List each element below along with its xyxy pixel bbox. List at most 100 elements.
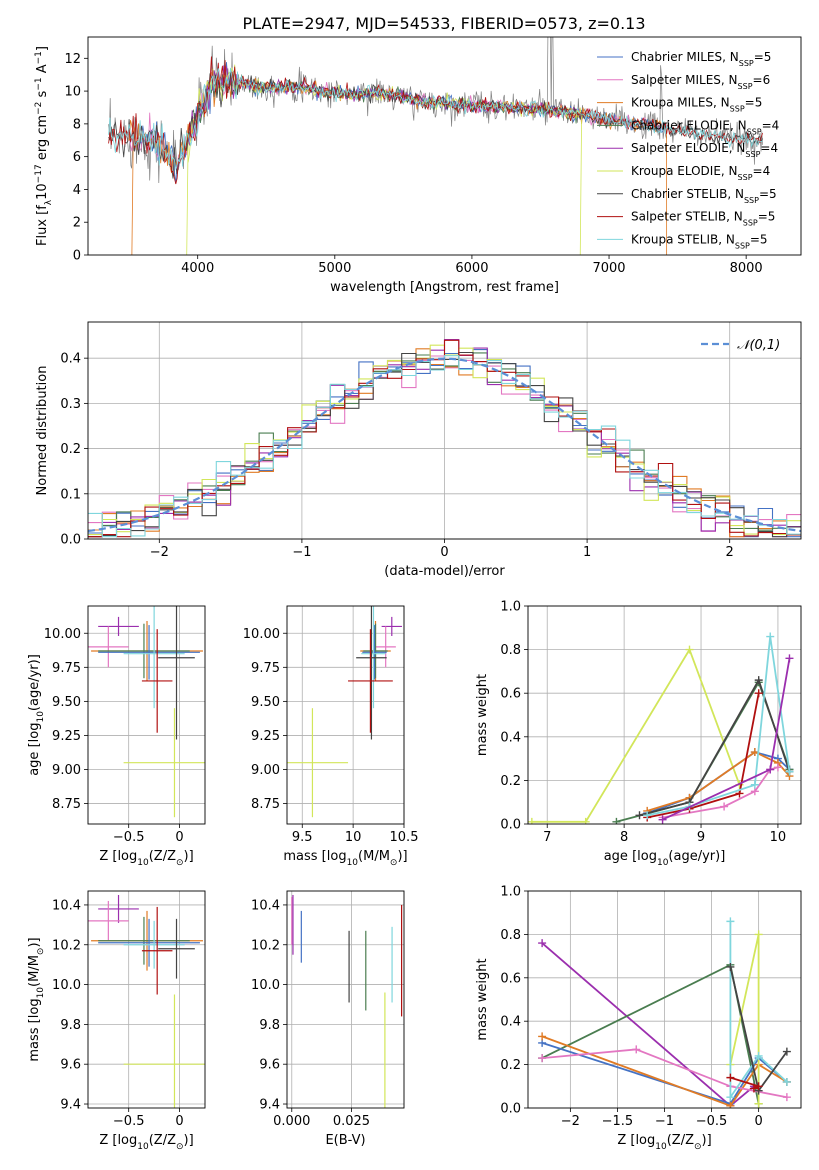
legend-sub: SSP — [735, 241, 750, 250]
label-part: age [ — [27, 742, 42, 775]
legend-suffix: =5 — [759, 187, 777, 201]
x-tick-label: −2 — [561, 1114, 580, 1129]
y-tick-label: 9.00 — [52, 763, 81, 778]
label-sub: 10 — [36, 987, 46, 999]
x-axis-label: Z [log10(Z/Z⊙)] — [617, 1133, 711, 1152]
y-tick-label: 10.00 — [243, 627, 280, 642]
label-part: A — [35, 64, 50, 77]
x-tick-label: −2 — [150, 545, 169, 560]
panel-spectrum: 4000 5000 6000 7000 8000 0 2 4 6 8 10 12 wavelength … — [34, 36, 802, 295]
label-part: log — [117, 1133, 137, 1148]
y-tick-label: 0.4 — [500, 730, 521, 745]
plot-area — [291, 894, 403, 1108]
label-part: (age/yr)] — [27, 654, 42, 711]
legend-label: Salpeter ELODIE, NSSP=4 — [631, 141, 778, 159]
y-tick-label: 1.0 — [500, 885, 521, 900]
legend-sub: SSP — [743, 218, 758, 227]
weight-marker — [726, 1093, 735, 1102]
y-tick-label: 2 — [73, 216, 81, 231]
y-tick-label: 10.4 — [52, 898, 81, 913]
legend-text: Chabrier STELIB, N — [631, 187, 744, 201]
weight-marker — [754, 676, 763, 685]
y-axis-label: mass weight — [475, 958, 490, 1040]
y-tick-label: 9.75 — [251, 661, 280, 676]
weight-marker — [749, 1084, 758, 1093]
legend-sub: SSP — [747, 127, 762, 136]
label-sub: ⊙ — [694, 1142, 702, 1152]
legend-label: Kroupa STELIB, NSSP=5 — [631, 232, 768, 250]
x-axis-label: Z [log10(Z/Z⊙)] — [99, 849, 193, 868]
weight-marker — [632, 1045, 641, 1054]
weight-marker — [773, 763, 782, 772]
label-part: (age/yr)] — [668, 849, 725, 864]
y-tick-label: 9.6 — [259, 1058, 280, 1073]
x-tick-label: 7 — [543, 830, 551, 845]
label-part: mass [ — [27, 1018, 42, 1061]
legend-suffix: =4 — [760, 141, 778, 155]
label-part: )] — [397, 849, 407, 864]
weight-marker — [750, 780, 759, 789]
weight-marker — [782, 1093, 791, 1102]
label-part: Z [ — [99, 849, 117, 864]
y-tick-label: 9.00 — [251, 763, 280, 778]
y-tick-label: 9.25 — [251, 729, 280, 744]
label-sub: ⊙ — [36, 948, 46, 956]
plot-area — [287, 606, 402, 818]
label-part: (M/M — [358, 849, 390, 864]
axes-frame — [87, 890, 206, 1109]
weight-marker — [766, 632, 775, 641]
label-part: E(B-V) — [325, 1133, 365, 1148]
x-tick-label: 8 — [620, 830, 628, 845]
plot-area — [538, 917, 791, 1108]
label-part: Normed distribution — [35, 366, 50, 496]
weight-series — [646, 751, 791, 812]
label-part: (Z/Z — [149, 1133, 176, 1148]
y-tick-label: 0.8 — [500, 643, 521, 658]
panel-mass_vs_EBV: 0.000 0.025 9.4 9.6 9.8 10.0 10.2 10.4 E(B-V) — [251, 890, 405, 1148]
legend-sub: SSP — [730, 104, 745, 113]
axes-frame — [87, 36, 802, 256]
legend-suffix: =5 — [754, 50, 772, 64]
x-tick-label: 6000 — [455, 261, 488, 276]
x-tick-label: 5000 — [318, 261, 351, 276]
label-part: age [ — [604, 849, 637, 864]
label-sup: −1 — [34, 77, 44, 90]
label-sup: −2 — [34, 102, 44, 115]
x-axis-label: mass [log10(M/M⊙)] — [283, 849, 407, 868]
weight-marker — [785, 654, 794, 663]
legend-sub: SSP — [738, 173, 753, 182]
x-tick-label: 4000 — [181, 261, 214, 276]
x-tick-label: −0.5 — [113, 1114, 145, 1129]
y-tick-label: 0.2 — [500, 1058, 521, 1073]
y-tick-label: 0.0 — [500, 818, 521, 833]
weight-marker — [726, 917, 735, 926]
legend-sub: SSP — [744, 195, 759, 204]
x-tick-label: 8000 — [730, 261, 763, 276]
label-part: mass [ — [283, 849, 326, 864]
x-tick-label: 9.5 — [292, 830, 313, 845]
label-sub: 10 — [655, 1142, 667, 1152]
x-axis-label: (data-model)/error — [384, 564, 505, 579]
legend-sub: SSP — [745, 150, 760, 159]
x-tick-label: 10.5 — [390, 830, 419, 845]
label-part: mass weight — [475, 674, 490, 756]
x-tick-label: 0.000 — [273, 1114, 310, 1129]
weight-marker — [754, 689, 763, 698]
weight-marker — [658, 815, 667, 824]
weight-series — [541, 942, 755, 1107]
label-sub: ⊙ — [176, 1142, 184, 1152]
y-tick-label: 0.1 — [60, 487, 81, 502]
legend-label: Chabrier MILES, NSSP=5 — [631, 50, 771, 68]
weight-marker — [685, 645, 694, 654]
y-axis-label: mass weight — [475, 674, 490, 756]
label-part: (data-model)/error — [384, 564, 505, 579]
weight-marker — [782, 1047, 791, 1056]
plot-area — [528, 632, 794, 824]
y-tick-label: 9.6 — [60, 1058, 81, 1073]
x-tick-label: 7000 — [592, 261, 625, 276]
weight-marker — [538, 939, 547, 948]
weight-marker — [726, 1073, 735, 1082]
